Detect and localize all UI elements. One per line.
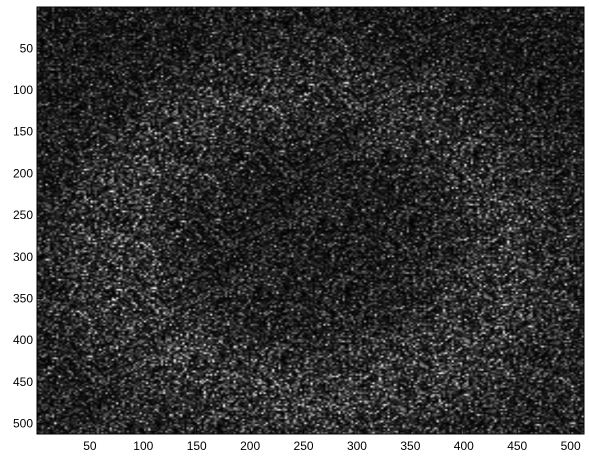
y-axis-ticks: 50 100 150 200 250 300 350 400 450 500	[13, 41, 584, 431]
heatmap-image	[37, 7, 584, 434]
axes-frame	[36, 6, 585, 435]
x-tick-label: 400	[454, 439, 474, 453]
x-axis-ticks: 50 100 150 200 250 300 350 400 450 500	[83, 7, 581, 453]
y-tick-label: 50	[20, 41, 34, 55]
x-tick-label: 150	[187, 439, 207, 453]
x-tick-label: 200	[240, 439, 260, 453]
speckle-intensity-image	[37, 7, 584, 434]
x-tick-label: 350	[400, 439, 420, 453]
x-tick-label: 500	[561, 439, 581, 453]
y-tick-label: 250	[13, 208, 33, 222]
y-tick-label: 350	[13, 291, 33, 305]
y-tick-label: 450	[13, 375, 33, 389]
y-tick-label: 200	[13, 166, 33, 180]
x-tick-label: 300	[347, 439, 367, 453]
x-tick-label: 450	[507, 439, 527, 453]
x-tick-label: 50	[83, 439, 97, 453]
y-tick-label: 500	[13, 417, 33, 431]
y-tick-label: 150	[13, 125, 33, 139]
x-tick-label: 100	[133, 439, 153, 453]
y-tick-label: 400	[13, 333, 33, 347]
y-tick-label: 300	[13, 250, 33, 264]
y-tick-label: 100	[13, 83, 33, 97]
x-tick-label: 250	[294, 439, 314, 453]
